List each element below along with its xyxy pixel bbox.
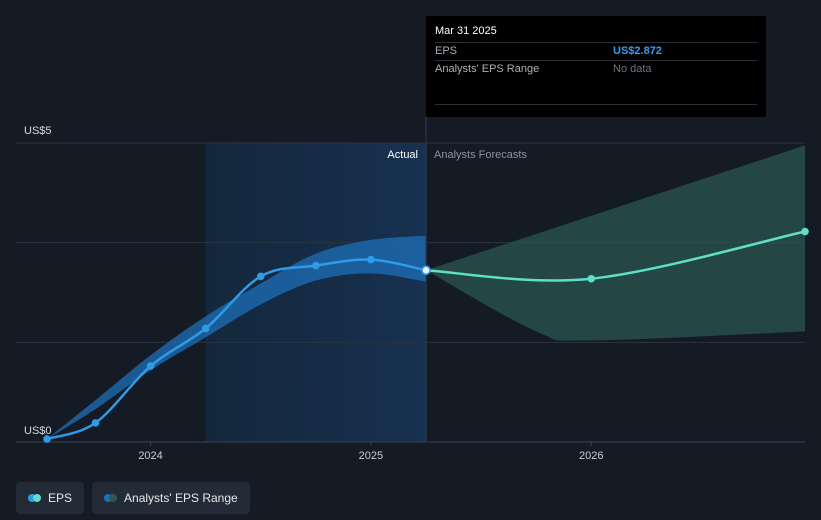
eps-forecast-point — [801, 227, 809, 236]
legend-eps-label: EPS — [48, 491, 73, 505]
eps-actual-point — [43, 435, 51, 443]
actual-highlight-region — [205, 143, 426, 442]
chart-legend: EPS Analysts' EPS Range — [16, 482, 250, 514]
eps-actual-point — [367, 255, 375, 264]
y-axis-bottom-label: US$0 — [24, 425, 52, 437]
legend-range-label: Analysts' EPS Range — [124, 491, 238, 505]
tooltip-range-value: No data — [613, 63, 652, 75]
legend-eps-button[interactable]: EPS — [16, 482, 85, 514]
tooltip-date: Mar 31 2025 — [435, 25, 497, 37]
actual-label: Actual — [387, 149, 418, 161]
legend-range-button[interactable]: Analysts' EPS Range — [92, 482, 250, 514]
forecast-label: Analysts Forecasts — [434, 149, 527, 161]
tooltip-range-row: Analysts' EPS Range No data — [435, 60, 757, 78]
legend-range-icon — [104, 494, 118, 502]
eps-actual-point — [256, 272, 265, 281]
tooltip-eps-row: EPS US$2.872 — [435, 42, 757, 60]
tooltip-eps-label: EPS — [435, 45, 458, 57]
y-axis-top-label: US$5 — [24, 125, 52, 137]
eps-actual-line — [46, 258, 427, 441]
eps-actual-point — [146, 362, 155, 370]
eps-actual-point — [91, 419, 100, 427]
x-tick-label-2025: 2025 — [359, 450, 383, 462]
forecast-eps-range-band — [426, 145, 805, 341]
tooltip-eps-value: US$2.872 — [613, 45, 662, 57]
tooltip-divider — [435, 104, 757, 105]
eps-forecast-point — [587, 274, 596, 283]
eps-current-point-marker — [421, 265, 431, 276]
eps-actual-point — [312, 261, 320, 270]
actual-eps-range-band — [47, 235, 426, 440]
x-tick-label-2026: 2026 — [579, 450, 603, 462]
tooltip-range-label: Analysts' EPS Range — [435, 63, 540, 75]
x-tick-label-2024: 2024 — [138, 450, 162, 462]
eps-actual-point — [201, 324, 210, 333]
legend-eps-icon — [28, 494, 42, 502]
hover-tooltip: Mar 31 2025 EPS US$2.872 Analysts' EPS R… — [426, 16, 766, 117]
